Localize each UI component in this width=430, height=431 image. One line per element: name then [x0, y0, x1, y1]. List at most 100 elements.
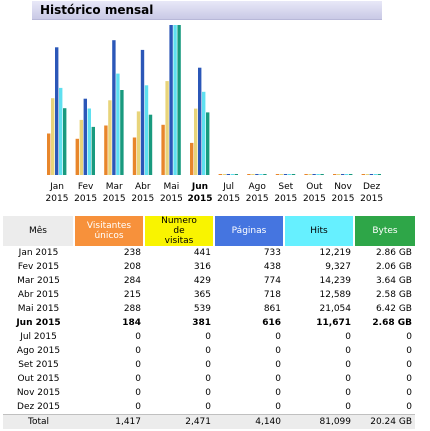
- cell-visitors: 0: [135, 360, 141, 370]
- cell-visitors: 208: [123, 262, 141, 272]
- bar-pages: [140, 49, 145, 175]
- bar-hits: [230, 174, 234, 175]
- x-label-year: 2015: [103, 194, 126, 204]
- cell-hits: 0: [345, 402, 351, 412]
- x-label-month: Mai: [164, 182, 180, 192]
- bar-hits: [316, 174, 320, 175]
- total-hits: 81,099: [284, 414, 354, 429]
- cell-hits: 11,671: [316, 318, 351, 328]
- cell-bytes: 2.86 GB: [375, 248, 412, 258]
- bar-bytes: [234, 174, 238, 175]
- bar-visits: [136, 111, 141, 175]
- cell-hits: 12,589: [319, 290, 352, 300]
- bar-pages: [169, 25, 173, 175]
- cell-visitors: 0: [135, 346, 141, 356]
- cell-month: Jul 2015: [20, 332, 57, 342]
- cell-visitors: 238: [123, 248, 141, 258]
- cell-hits: 0: [345, 360, 351, 370]
- bar-visits: [51, 98, 55, 175]
- table-row: Fev 2015 208 316 438 9,327 2.06 GB: [3, 260, 415, 274]
- x-label-year: 2015: [160, 194, 183, 204]
- bar-hits: [87, 108, 91, 175]
- x-label-year: 2015: [360, 194, 383, 204]
- cell-pages: 0: [275, 360, 281, 370]
- header-unique-visitors[interactable]: Visitantes únicos: [74, 216, 145, 246]
- cell-visitors: 0: [135, 332, 141, 342]
- bar-unique-visitors: [104, 125, 108, 175]
- total-row: Total 1,417 2,471 4,140 81,099 20.24 GB: [3, 414, 415, 429]
- bar-hits: [116, 73, 120, 175]
- cell-visitors: 288: [123, 304, 141, 314]
- bar-unique-visitors: [361, 174, 365, 175]
- bar-hits: [173, 25, 177, 175]
- cell-visits: 0: [205, 332, 211, 342]
- x-label-month: Fev: [78, 182, 94, 192]
- header-visits[interactable]: Numero de visitas: [144, 216, 215, 246]
- cell-hits: 9,327: [325, 262, 351, 272]
- bar-bytes: [148, 114, 153, 175]
- cell-visits: 539: [193, 304, 211, 314]
- cell-bytes: 0: [406, 388, 412, 398]
- bar-pages: [198, 67, 202, 175]
- bar-visits: [222, 174, 226, 175]
- cell-pages: 438: [263, 262, 281, 272]
- cell-pages: 0: [275, 402, 281, 412]
- bar-bytes: [349, 174, 353, 175]
- cell-visits: 316: [193, 262, 211, 272]
- cell-pages: 0: [275, 346, 281, 356]
- cell-visits: 441: [193, 248, 211, 258]
- bar-hits: [144, 85, 149, 175]
- header-hits[interactable]: Hits: [284, 216, 355, 246]
- cell-hits: 0: [345, 346, 351, 356]
- cell-visits: 365: [193, 290, 211, 300]
- bar-bytes: [177, 25, 181, 175]
- bar-visits: [308, 174, 312, 175]
- cell-visits: 0: [205, 388, 211, 398]
- table-row: Jul 2015 0 0 0 0 0: [3, 330, 415, 344]
- cell-pages: 733: [263, 248, 281, 258]
- bar-visits: [108, 100, 112, 175]
- bar-bytes: [91, 126, 95, 175]
- bar-unique-visitors: [190, 142, 194, 175]
- bar-visits: [279, 174, 284, 175]
- table-row: Jun 2015 184 381 616 11,671 2.68 GB: [3, 316, 415, 330]
- x-label-month: Jul: [222, 182, 234, 192]
- cell-hits: 12,219: [319, 248, 352, 258]
- cell-bytes: 6.42 GB: [375, 304, 412, 314]
- header-bytes[interactable]: Bytes: [354, 216, 415, 246]
- cell-visitors: 184: [122, 318, 141, 328]
- cell-pages: 774: [263, 276, 281, 286]
- cell-visits: 0: [205, 374, 211, 384]
- cell-pages: 0: [275, 332, 281, 342]
- x-label-month: Set: [278, 182, 293, 192]
- table-row: Jan 2015 238 441 733 12,219 2.86 GB: [3, 246, 415, 260]
- table-row: Ago 2015 0 0 0 0 0: [3, 344, 415, 358]
- cell-month: Mar 2015: [17, 276, 60, 286]
- cell-hits: 0: [345, 332, 351, 342]
- table-row: Mar 2015 284 429 774 14,239 3.64 GB: [3, 274, 415, 288]
- bar-unique-visitors: [304, 174, 308, 175]
- bar-bytes: [63, 108, 67, 175]
- x-label-month: Mar: [106, 182, 123, 192]
- cell-hits: 14,239: [319, 276, 352, 286]
- cell-visits: 0: [205, 402, 211, 412]
- total-visitors: 1,417: [74, 414, 144, 429]
- cell-month: Nov 2015: [16, 388, 61, 398]
- cell-month: Dez 2015: [17, 402, 60, 412]
- cell-month: Out 2015: [17, 374, 60, 384]
- x-label-month: Jun: [191, 182, 208, 192]
- cell-bytes: 0: [406, 346, 412, 356]
- cell-bytes: 3.64 GB: [375, 276, 412, 286]
- header-pages[interactable]: Páginas: [214, 216, 285, 246]
- bar-unique-visitors: [218, 174, 222, 175]
- cell-bytes: 0: [406, 332, 412, 342]
- cell-month: Set 2015: [18, 360, 59, 370]
- cell-pages: 861: [263, 304, 281, 314]
- x-label-month: Ago: [249, 182, 267, 192]
- cell-visits: 429: [193, 276, 211, 286]
- header-month[interactable]: Mês: [3, 216, 75, 246]
- total-label: Total: [3, 414, 74, 429]
- section-title-bar: Histórico mensal: [32, 1, 382, 20]
- bar-bytes: [206, 112, 210, 175]
- cell-month: Jun 2015: [16, 318, 61, 328]
